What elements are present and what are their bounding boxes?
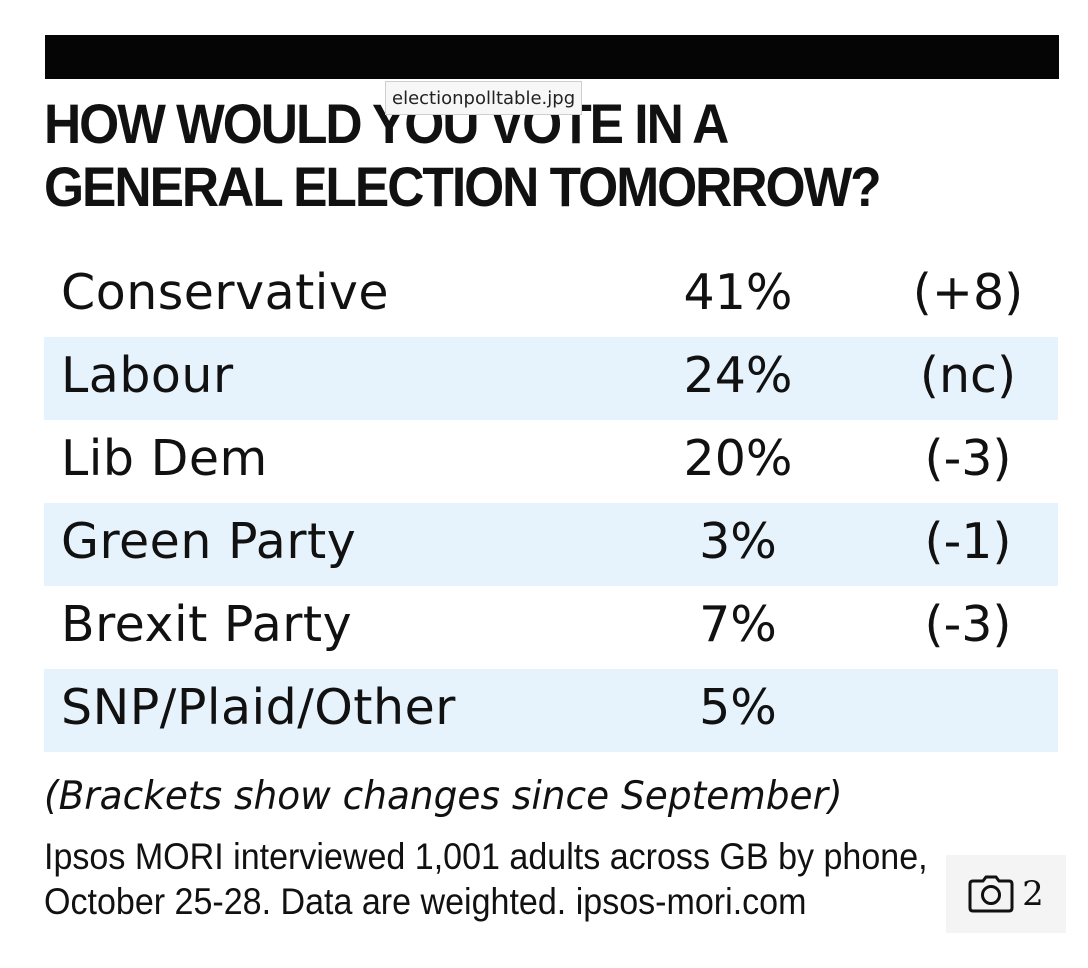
table-row: Labour 24% (nc) [44,337,1058,420]
party-name: Brexit Party [61,596,353,653]
camera-icon [968,875,1014,913]
change-value: (+8) [912,264,1024,321]
brackets-note: (Brackets show changes since September) [44,774,843,819]
vote-share: 41% [683,264,793,321]
change-value: (-3) [924,596,1012,653]
source-line-2: October 25-28. Data are weighted. ipsos-… [44,881,807,922]
change-value: (nc) [919,347,1017,404]
party-name: Conservative [61,264,390,321]
party-name: Labour [61,347,234,404]
vote-share: 7% [699,596,777,653]
header-bar [45,35,1059,79]
table-row: Conservative 41% (+8) [44,254,1058,337]
photo-count: 2 [1022,874,1044,914]
vote-share: 24% [683,347,793,404]
table-row: Green Party 3% (-1) [44,503,1058,586]
table-row: Lib Dem 20% (-3) [44,420,1058,503]
title-line-2: GENERAL ELECTION TOMORROW? [44,155,882,218]
vote-share: 3% [699,513,777,570]
change-value: (-3) [924,430,1012,487]
vote-share: 5% [699,679,777,736]
filename-tooltip: electionpolltable.jpg [385,81,583,115]
poll-table: Conservative 41% (+8) Labour 24% (nc) Li… [44,254,1058,752]
party-name: Lib Dem [61,430,268,487]
table-row: SNP/Plaid/Other 5% [44,669,1058,752]
photo-count-badge[interactable]: 2 [946,855,1066,933]
change-value: (-1) [924,513,1012,570]
party-name: Green Party [61,513,357,570]
source-line-1: Ipsos MORI interviewed 1,001 adults acro… [44,836,928,877]
party-name: SNP/Plaid/Other [61,679,456,736]
source-note: Ipsos MORI interviewed 1,001 adults acro… [44,834,928,924]
vote-share: 20% [683,430,793,487]
table-row: Brexit Party 7% (-3) [44,586,1058,669]
